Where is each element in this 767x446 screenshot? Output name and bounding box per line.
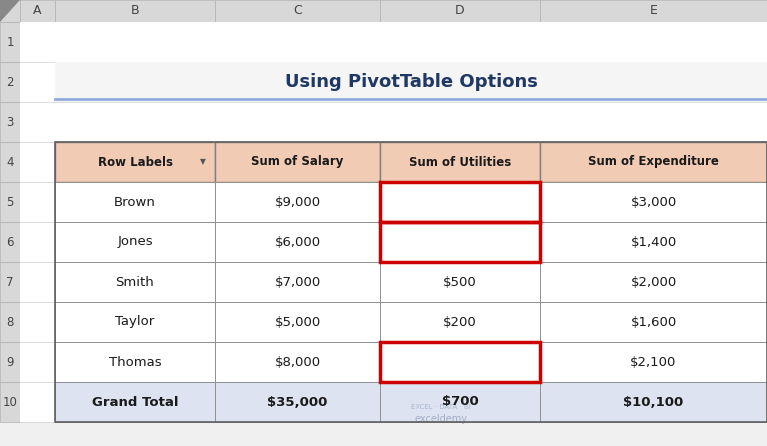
FancyBboxPatch shape	[55, 62, 767, 102]
Text: $2,100: $2,100	[630, 355, 676, 368]
FancyBboxPatch shape	[0, 382, 20, 422]
FancyBboxPatch shape	[215, 302, 380, 342]
FancyBboxPatch shape	[20, 342, 767, 382]
FancyBboxPatch shape	[55, 182, 215, 222]
Text: Sum of Salary: Sum of Salary	[252, 156, 344, 169]
Text: $5,000: $5,000	[275, 315, 321, 329]
FancyBboxPatch shape	[540, 142, 767, 182]
Text: 3: 3	[6, 116, 14, 128]
FancyBboxPatch shape	[20, 22, 767, 62]
FancyBboxPatch shape	[380, 222, 540, 262]
FancyBboxPatch shape	[55, 0, 215, 22]
Text: Row Labels: Row Labels	[97, 156, 173, 169]
Text: 6: 6	[6, 235, 14, 248]
Text: $8,000: $8,000	[275, 355, 321, 368]
FancyBboxPatch shape	[0, 182, 20, 222]
Text: Jones: Jones	[117, 235, 153, 248]
Text: Grand Total: Grand Total	[92, 396, 178, 409]
Text: $6,000: $6,000	[275, 235, 321, 248]
FancyBboxPatch shape	[20, 142, 767, 182]
FancyBboxPatch shape	[20, 62, 767, 102]
FancyBboxPatch shape	[55, 142, 215, 182]
FancyBboxPatch shape	[0, 222, 20, 262]
FancyBboxPatch shape	[55, 302, 215, 342]
FancyBboxPatch shape	[215, 262, 380, 302]
Text: Using PivotTable Options: Using PivotTable Options	[285, 73, 538, 91]
FancyBboxPatch shape	[0, 62, 20, 102]
Text: C: C	[293, 4, 302, 17]
Text: 1: 1	[6, 36, 14, 49]
Text: $35,000: $35,000	[268, 396, 328, 409]
FancyBboxPatch shape	[380, 342, 540, 382]
FancyBboxPatch shape	[540, 182, 767, 222]
FancyBboxPatch shape	[0, 342, 20, 382]
FancyBboxPatch shape	[20, 262, 767, 302]
Text: $700: $700	[442, 396, 479, 409]
Text: $2,000: $2,000	[630, 276, 676, 289]
FancyBboxPatch shape	[540, 302, 767, 342]
FancyBboxPatch shape	[55, 222, 215, 262]
FancyBboxPatch shape	[0, 142, 20, 182]
Text: $500: $500	[443, 276, 477, 289]
Text: $10,100: $10,100	[624, 396, 683, 409]
Text: 8: 8	[6, 315, 14, 329]
FancyBboxPatch shape	[540, 262, 767, 302]
Text: 4: 4	[6, 156, 14, 169]
Text: E: E	[650, 4, 657, 17]
FancyBboxPatch shape	[380, 262, 540, 302]
Text: Thomas: Thomas	[109, 355, 161, 368]
FancyBboxPatch shape	[20, 302, 767, 342]
FancyBboxPatch shape	[0, 102, 20, 142]
FancyBboxPatch shape	[215, 0, 380, 22]
Text: Smith: Smith	[116, 276, 154, 289]
FancyBboxPatch shape	[380, 142, 540, 182]
FancyBboxPatch shape	[540, 0, 767, 22]
Text: Sum of Expenditure: Sum of Expenditure	[588, 156, 719, 169]
FancyBboxPatch shape	[20, 0, 55, 22]
Text: 2: 2	[6, 75, 14, 88]
FancyBboxPatch shape	[215, 222, 380, 262]
FancyBboxPatch shape	[20, 182, 767, 222]
FancyBboxPatch shape	[0, 22, 20, 62]
FancyBboxPatch shape	[540, 342, 767, 382]
Text: $1,600: $1,600	[630, 315, 676, 329]
Text: 5: 5	[6, 195, 14, 208]
FancyBboxPatch shape	[55, 342, 215, 382]
Text: Sum of Utilities: Sum of Utilities	[409, 156, 511, 169]
FancyBboxPatch shape	[55, 262, 215, 302]
FancyBboxPatch shape	[55, 382, 215, 422]
Text: A: A	[33, 4, 41, 17]
FancyBboxPatch shape	[0, 0, 20, 22]
FancyBboxPatch shape	[540, 382, 767, 422]
Text: $1,400: $1,400	[630, 235, 676, 248]
Text: $200: $200	[443, 315, 477, 329]
Polygon shape	[0, 0, 20, 22]
FancyBboxPatch shape	[380, 182, 540, 222]
FancyBboxPatch shape	[540, 222, 767, 262]
Text: ▼: ▼	[200, 157, 206, 166]
Text: 9: 9	[6, 355, 14, 368]
Text: $9,000: $9,000	[275, 195, 321, 208]
FancyBboxPatch shape	[215, 382, 380, 422]
Text: D: D	[455, 4, 465, 17]
FancyBboxPatch shape	[380, 302, 540, 342]
FancyBboxPatch shape	[380, 382, 540, 422]
FancyBboxPatch shape	[0, 302, 20, 342]
Text: 7: 7	[6, 276, 14, 289]
Text: $7,000: $7,000	[275, 276, 321, 289]
FancyBboxPatch shape	[215, 142, 380, 182]
FancyBboxPatch shape	[0, 262, 20, 302]
Text: $3,000: $3,000	[630, 195, 676, 208]
FancyBboxPatch shape	[380, 0, 540, 22]
Text: Taylor: Taylor	[115, 315, 155, 329]
Text: EXCEL · DATA · BI: EXCEL · DATA · BI	[411, 404, 471, 410]
FancyBboxPatch shape	[215, 342, 380, 382]
FancyBboxPatch shape	[215, 182, 380, 222]
FancyBboxPatch shape	[20, 102, 767, 142]
Text: Brown: Brown	[114, 195, 156, 208]
Text: exceldemy: exceldemy	[414, 414, 468, 424]
FancyBboxPatch shape	[20, 222, 767, 262]
Text: B: B	[130, 4, 140, 17]
Text: 10: 10	[2, 396, 18, 409]
